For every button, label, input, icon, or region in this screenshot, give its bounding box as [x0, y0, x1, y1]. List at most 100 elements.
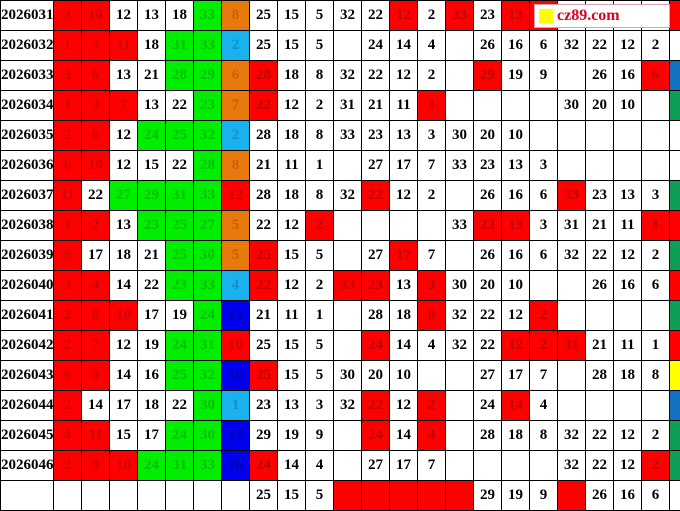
lottery-number-cell: 15: [109, 420, 138, 451]
period-label: 2026035: [0, 120, 54, 151]
lottery-number-cell: 17: [137, 420, 166, 451]
analysis-cell: [613, 120, 642, 151]
analysis-cell: 26: [585, 60, 614, 91]
analysis-cell: 8: [305, 120, 334, 151]
lottery-number-cell: 2: [53, 120, 82, 151]
analysis-cell: 16: [613, 60, 642, 91]
analysis-cell: 11: [613, 210, 642, 241]
lottery-number-cell: 11: [81, 420, 110, 451]
analysis-cell: 4: [305, 450, 334, 481]
lottery-number-cell: 10: [109, 300, 138, 331]
analysis-cell: [557, 300, 586, 331]
lottery-number-cell: 8: [221, 0, 250, 31]
analysis-cell: 12: [277, 210, 306, 241]
analysis-cell: 6: [641, 60, 670, 91]
analysis-cell: [389, 480, 418, 511]
lottery-number-cell: 4: [81, 270, 110, 301]
lottery-number-cell: 8: [53, 240, 82, 271]
analysis-cell: [473, 90, 502, 121]
analysis-cell: 13: [613, 180, 642, 211]
analysis-cell: 22: [585, 450, 614, 481]
lottery-number-cell: 3: [81, 90, 110, 121]
lottery-number-cell: 30: [193, 390, 222, 421]
analysis-cell: 8: [305, 60, 334, 91]
analysis-cell: [333, 420, 362, 451]
analysis-cell: 25: [249, 30, 278, 61]
lottery-number-cell: 9: [81, 360, 110, 391]
analysis-cell: 14: [501, 390, 530, 421]
lottery-number-cell: 17: [109, 390, 138, 421]
analysis-cell: 17: [501, 360, 530, 391]
analysis-cell: 20: [361, 360, 390, 391]
table-row: 2026037 11 22 27 29 31 33 12 28 18 8 32 22 12 2 26 16 6 33…: [0, 180, 680, 211]
lottery-number-cell: 23: [193, 90, 222, 121]
analysis-cell: 28: [585, 360, 614, 391]
analysis-cell: 7: [417, 450, 446, 481]
analysis-cell: 22: [585, 240, 614, 271]
analysis-cell: 22: [249, 90, 278, 121]
analysis-cell: 4: [417, 30, 446, 61]
analysis-cell: [529, 450, 558, 481]
analysis-cell: 17: [389, 150, 418, 181]
lottery-number-cell: 10: [81, 150, 110, 181]
analysis-cell: 30: [333, 360, 362, 391]
watermark-square-icon: [539, 9, 553, 23]
analysis-cell: 28: [249, 120, 278, 151]
lottery-number-cell: 24: [193, 300, 222, 331]
lottery-number-cell: 1: [53, 30, 82, 61]
analysis-cell: [417, 360, 446, 391]
analysis-cell: 2: [417, 390, 446, 421]
analysis-cell: [445, 30, 474, 61]
analysis-cell: 16: [613, 270, 642, 301]
result-cell: 4: [669, 330, 680, 361]
analysis-cell: 27: [361, 240, 390, 271]
analysis-cell: 13: [389, 120, 418, 151]
lottery-number-cell: 32: [193, 120, 222, 151]
analysis-cell: [445, 60, 474, 91]
analysis-cell: 16: [501, 30, 530, 61]
analysis-cell: 18: [613, 360, 642, 391]
period-label: 2026045: [0, 420, 54, 451]
analysis-cell: 13: [501, 150, 530, 181]
analysis-cell: 32: [557, 30, 586, 61]
result-cell: [669, 150, 680, 181]
analysis-cell: [473, 450, 502, 481]
analysis-cell: [361, 480, 390, 511]
analysis-cell: 9: [529, 60, 558, 91]
lottery-number-cell: 18: [165, 0, 194, 31]
analysis-cell: 18: [277, 120, 306, 151]
analysis-cell: 15: [277, 240, 306, 271]
analysis-cell: 12: [613, 240, 642, 271]
analysis-cell: 15: [277, 0, 306, 31]
analysis-cell: 32: [445, 300, 474, 331]
analysis-cell: 19: [501, 480, 530, 511]
analysis-cell: 22: [473, 300, 502, 331]
lottery-number-cell: 12: [109, 150, 138, 181]
analysis-cell: 28: [473, 420, 502, 451]
analysis-cell: 2: [641, 240, 670, 271]
lottery-number-cell: 5: [221, 240, 250, 271]
lottery-number-cell: 27: [193, 210, 222, 241]
lottery-number-cell: 22: [81, 180, 110, 211]
analysis-cell: 20: [585, 90, 614, 121]
analysis-cell: 28: [249, 60, 278, 91]
analysis-cell: 11: [277, 300, 306, 331]
analysis-cell: 27: [473, 360, 502, 391]
analysis-cell: 8: [529, 420, 558, 451]
lottery-number-cell: 31: [165, 30, 194, 61]
analysis-cell: 7: [417, 240, 446, 271]
period-label: 2026043: [0, 360, 54, 391]
lottery-number-cell: 23: [137, 210, 166, 241]
analysis-cell: [641, 390, 670, 421]
analysis-cell: 30: [445, 120, 474, 151]
analysis-cell: 12: [613, 420, 642, 451]
lottery-number-cell: 22: [165, 390, 194, 421]
lottery-number-cell: 32: [193, 360, 222, 391]
lottery-number-cell: 2: [221, 30, 250, 61]
analysis-cell: 33: [445, 0, 474, 31]
lottery-number-cell: 28: [193, 150, 222, 181]
analysis-cell: 25: [249, 330, 278, 361]
